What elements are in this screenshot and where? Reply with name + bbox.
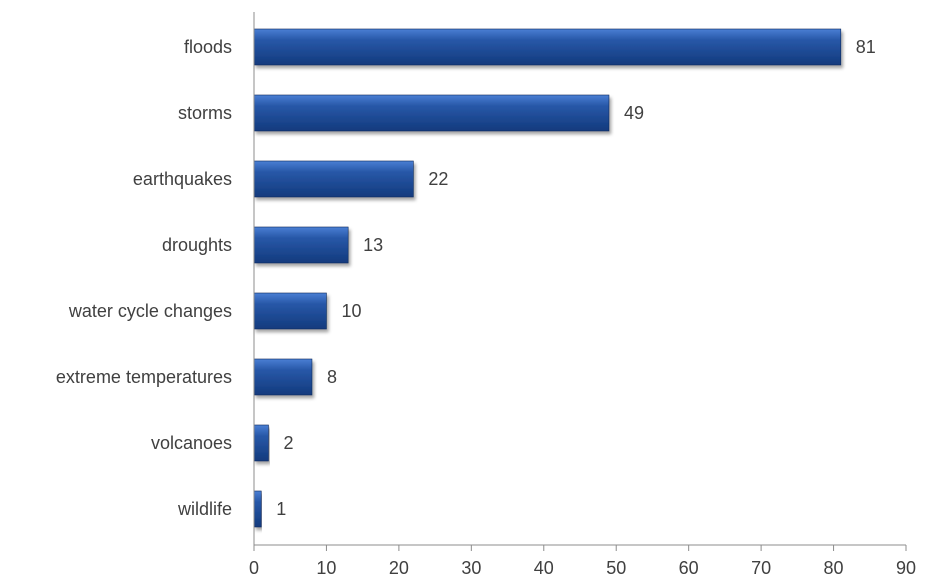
bar-storms	[253, 94, 610, 132]
category-label-wildlife: wildlife	[177, 499, 232, 519]
value-label-wildlife: 1	[276, 499, 286, 519]
x-axis-ticks: 0 10 20 30 40 50 60 70 80 90	[249, 545, 916, 578]
x-tick-label-30: 30	[461, 558, 481, 578]
x-tick-label-50: 50	[606, 558, 626, 578]
category-label-droughts: droughts	[162, 235, 232, 255]
bar-extreme-temperatures	[253, 358, 313, 396]
category-label-storms: storms	[178, 103, 232, 123]
value-labels: 81 49 22 13 10 8 2 1	[276, 37, 876, 519]
bar-volcanoes	[253, 424, 269, 462]
bar-floods	[253, 28, 842, 66]
bar-droughts	[253, 226, 349, 264]
value-label-storms: 49	[624, 103, 644, 123]
value-label-volcanoes: 2	[283, 433, 293, 453]
category-label-water-cycle-changes: water cycle changes	[68, 301, 232, 321]
category-label-floods: floods	[184, 37, 232, 57]
bar-water-cycle-changes	[253, 292, 327, 330]
x-tick-label-90: 90	[896, 558, 916, 578]
x-tick-label-10: 10	[316, 558, 336, 578]
bars-layer	[253, 28, 842, 528]
x-tick-label-70: 70	[751, 558, 771, 578]
x-tick-label-80: 80	[824, 558, 844, 578]
x-tick-label-40: 40	[534, 558, 554, 578]
category-labels: floods storms earthquakes droughts water cyc…	[56, 37, 232, 519]
value-label-extreme-temperatures: 8	[327, 367, 337, 387]
x-tick-label-20: 20	[389, 558, 409, 578]
bar-wildlife	[253, 490, 262, 528]
category-label-volcanoes: volcanoes	[151, 433, 232, 453]
category-label-extreme-temperatures: extreme temperatures	[56, 367, 232, 387]
value-label-earthquakes: 22	[428, 169, 448, 189]
value-label-droughts: 13	[363, 235, 383, 255]
bar-earthquakes	[253, 160, 414, 198]
x-tick-label-0: 0	[249, 558, 259, 578]
category-label-earthquakes: earthquakes	[133, 169, 232, 189]
value-label-water-cycle-changes: 10	[341, 301, 361, 321]
value-label-floods: 81	[856, 37, 876, 57]
x-tick-label-60: 60	[679, 558, 699, 578]
